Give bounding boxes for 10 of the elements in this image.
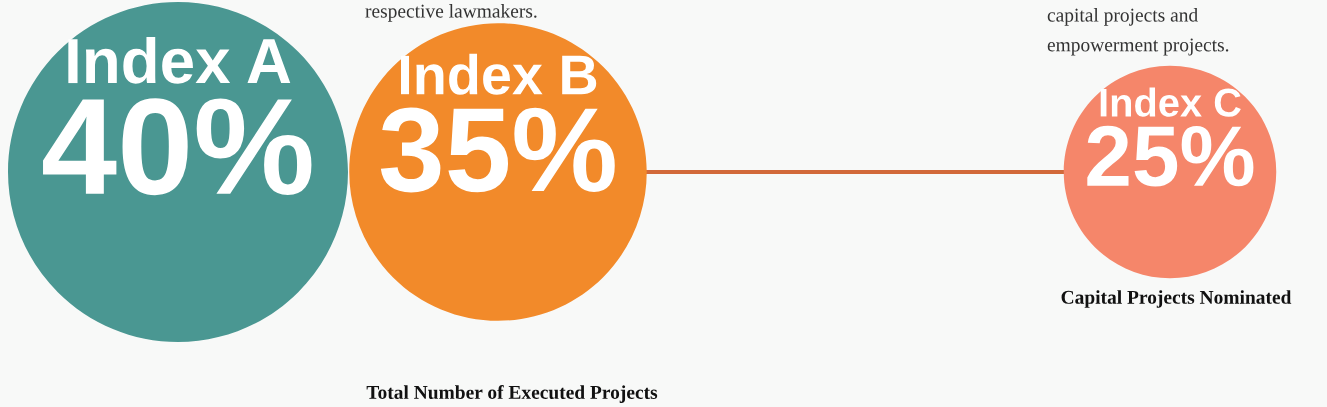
category-label: Index C: [1100, 87, 1241, 117]
data-label: 25%: [1087, 125, 1254, 187]
text: capital projects and empowerment projects.: [1047, 8, 1229, 56]
text: respective lawmakers.: [365, 4, 537, 22]
text: Capital Projects Nominated: [1061, 290, 1292, 308]
data-label: 40%: [43, 98, 312, 196]
text: Total Number of Executed Projects: [366, 385, 658, 403]
category-label: Index B: [401, 53, 597, 95]
category-label: Index A: [68, 36, 291, 84]
data-label: 35%: [380, 107, 615, 193]
